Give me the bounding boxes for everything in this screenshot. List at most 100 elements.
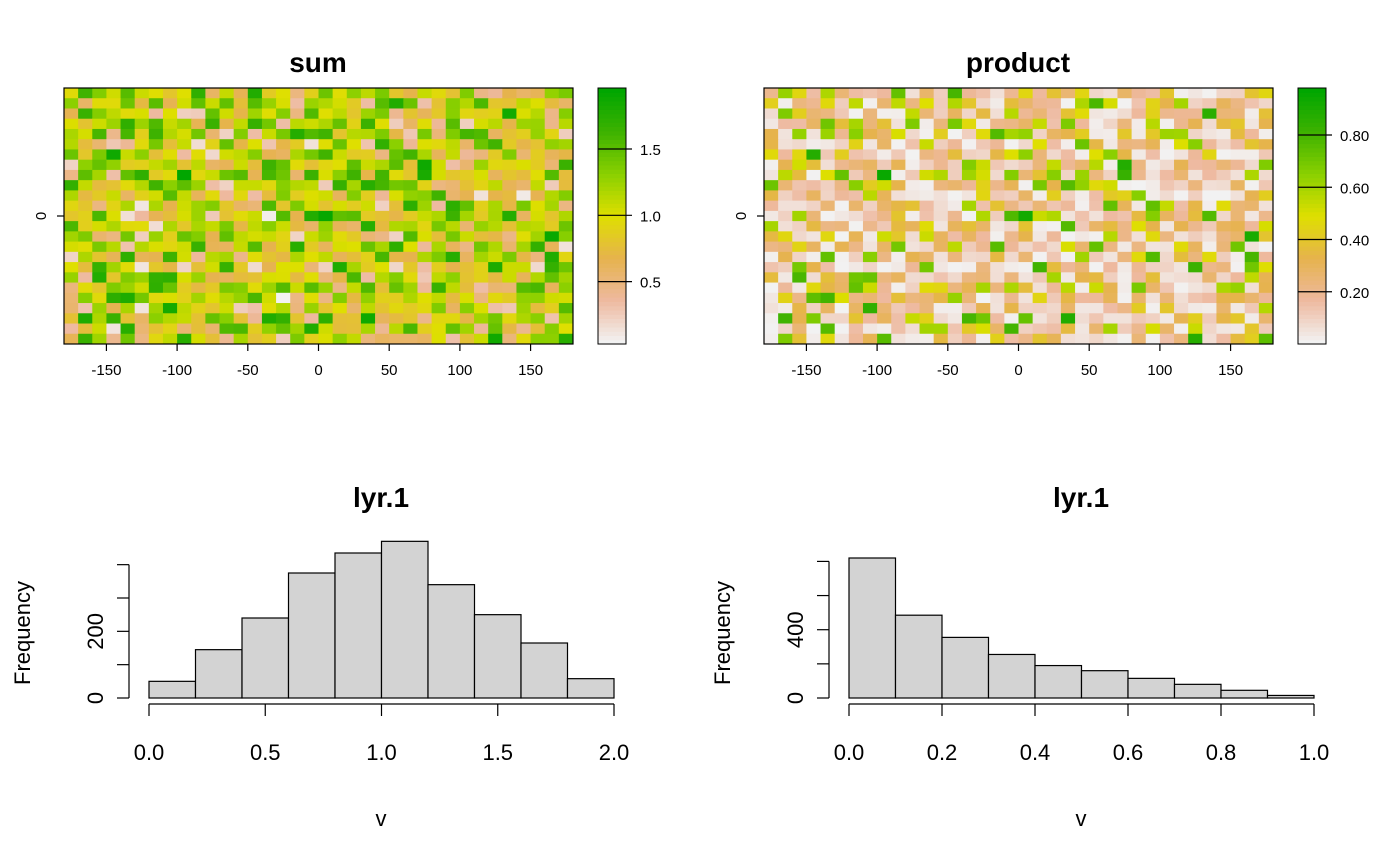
sum-raster-cell [92, 98, 107, 109]
sum-raster-cell [431, 169, 447, 181]
product-raster-cell [1117, 292, 1133, 304]
sum-legend-tick-label: 0.5 [640, 275, 661, 292]
product-raster-cell [919, 333, 935, 345]
product-histogram-bar [1034, 664, 1083, 699]
sum-raster-cell [162, 118, 178, 130]
sum-raster-cell [162, 139, 178, 150]
sum-raster-cell [332, 282, 348, 294]
sum-raster-cell [431, 190, 447, 202]
product-raster-cell [1230, 262, 1246, 273]
product-raster-cell [891, 303, 906, 314]
sum-raster-cell [276, 251, 291, 263]
product-raster-cell [976, 231, 991, 243]
product-raster-cell [1075, 333, 1090, 345]
sum-raster-cell [488, 118, 503, 130]
sum-raster-cell [346, 128, 362, 140]
product-raster-cell [806, 241, 822, 253]
product-raster-cell [834, 200, 850, 212]
product-raster-cell [820, 323, 836, 335]
product-raster-cell [1131, 282, 1147, 294]
sum-raster-cell [431, 98, 447, 109]
product-raster-cell [1244, 282, 1260, 294]
product-raster-cell [1202, 88, 1217, 99]
sum-raster-cell [488, 210, 503, 222]
product-raster-cell [947, 118, 963, 130]
sum-raster-cell [502, 210, 517, 222]
sum-raster-cell [134, 149, 150, 161]
product-legend-swatch [1298, 284, 1326, 290]
product-legend-swatch [1298, 258, 1326, 264]
product-raster-cell [1202, 292, 1217, 304]
product-raster-cell [1216, 159, 1232, 171]
sum-histogram-y-label: Frequency [10, 581, 35, 685]
sum-raster-cell [431, 303, 447, 314]
sum-raster-cell [474, 282, 489, 294]
sum-raster-cell [78, 262, 93, 273]
product-raster-cell [1159, 190, 1175, 202]
sum-raster-cell [332, 88, 348, 99]
sum-raster-cell [92, 282, 107, 294]
sum-raster-cell [459, 292, 475, 304]
product-raster-cell [806, 313, 822, 325]
sum-raster-cell [177, 282, 192, 294]
product-raster-cell [1145, 221, 1161, 232]
product-raster-cell [792, 139, 807, 150]
sum-raster-cell [431, 282, 447, 294]
sum-raster-cell [375, 159, 390, 171]
product-raster-cell [848, 323, 864, 335]
product-legend-swatch [1298, 305, 1326, 311]
product-raster-cell [1145, 313, 1161, 325]
product-raster-cell [933, 180, 949, 191]
sum-raster-cell [474, 251, 489, 263]
product-raster-cell [1075, 262, 1090, 273]
sum-raster-cell [219, 323, 235, 335]
product-raster-cell [820, 180, 836, 191]
product-raster-cell [806, 149, 822, 161]
sum-raster-cell [247, 333, 263, 345]
sum-raster-cell [177, 200, 192, 212]
sum-raster-cell [544, 180, 560, 191]
product-legend-swatch [1298, 228, 1326, 234]
sum-legend-swatch [598, 134, 626, 140]
product-raster-cell [1089, 88, 1104, 99]
product-raster-cell [990, 323, 1005, 335]
sum-legend-swatch [598, 130, 626, 136]
sum-raster-cell [502, 88, 517, 99]
product-raster-cell [1032, 313, 1048, 325]
product-raster-cell [834, 180, 850, 191]
product-raster-cell [1075, 272, 1090, 284]
product-raster-cell [1032, 292, 1048, 304]
sum-raster-cell [92, 272, 107, 284]
sum-raster-cell [346, 88, 362, 99]
product-raster-cell [1216, 282, 1232, 294]
sum-raster-cell [488, 128, 503, 140]
product-raster-cell [778, 231, 793, 243]
sum-raster-cell [459, 221, 475, 232]
product-raster-cell [947, 241, 963, 253]
product-raster-cell [1075, 313, 1090, 325]
product-raster-cell [947, 323, 963, 335]
sum-raster-cell [276, 262, 291, 273]
sum-legend-frame [597, 87, 627, 345]
sum-raster-cell [219, 98, 235, 109]
sum-histogram-bar [194, 649, 243, 699]
product-raster-cell [848, 98, 864, 109]
product-raster-cell [1216, 303, 1232, 314]
product-raster-cell [947, 292, 963, 304]
sum-legend-swatch [598, 262, 626, 268]
sum-legend-swatch [598, 258, 626, 264]
sum-raster-cell [516, 323, 532, 335]
product-raster-cell [848, 303, 864, 314]
sum-raster-cell [148, 251, 164, 263]
sum-raster-cell [375, 108, 390, 120]
sum-raster-cell [261, 180, 277, 191]
sum-raster-cell [488, 200, 503, 212]
product-legend-swatch [1298, 88, 1326, 93]
product-raster-cell [820, 88, 836, 99]
sum-raster-cell [558, 303, 574, 314]
product-raster-cell [1004, 149, 1019, 161]
product-raster-cell [1103, 159, 1118, 171]
sum-raster-cell [304, 333, 319, 345]
sum-raster-cell [360, 98, 376, 109]
product-raster-cell [1145, 303, 1161, 314]
